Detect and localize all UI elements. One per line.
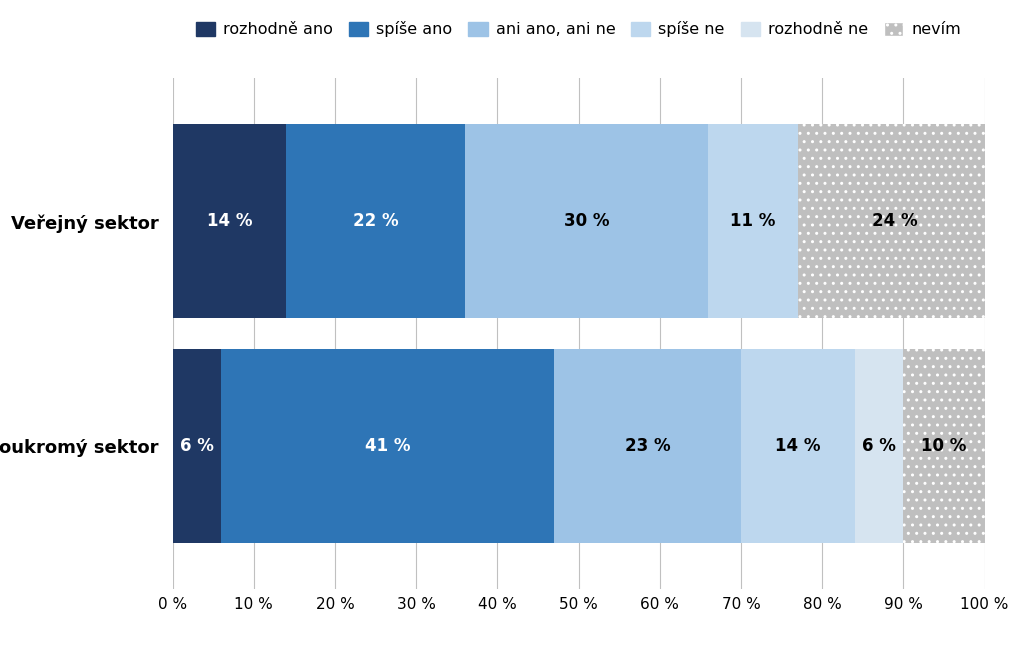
Text: 41 %: 41 % bbox=[365, 437, 410, 455]
Text: 10 %: 10 % bbox=[922, 437, 966, 455]
Bar bbox=[286, 124, 465, 318]
Bar bbox=[903, 349, 985, 543]
Text: 6 %: 6 % bbox=[862, 437, 896, 455]
Text: 24 %: 24 % bbox=[873, 213, 918, 230]
Text: 22 %: 22 % bbox=[353, 213, 398, 230]
Bar bbox=[173, 349, 221, 543]
Bar bbox=[741, 349, 855, 543]
Bar bbox=[554, 349, 741, 543]
Text: 14 %: 14 % bbox=[775, 437, 820, 455]
Bar bbox=[855, 349, 903, 543]
Text: 14 %: 14 % bbox=[207, 213, 252, 230]
Text: 30 %: 30 % bbox=[564, 213, 609, 230]
Bar bbox=[465, 124, 708, 318]
Text: 6 %: 6 % bbox=[180, 437, 214, 455]
Bar bbox=[173, 124, 286, 318]
Text: 23 %: 23 % bbox=[625, 437, 670, 455]
Text: 11 %: 11 % bbox=[731, 213, 775, 230]
Bar bbox=[798, 124, 993, 318]
Bar bbox=[221, 349, 554, 543]
Legend: rozhodně ano, spíše ano, ani ano, ani ne, spíše ne, rozhodně ne, nevím: rozhodně ano, spíše ano, ani ano, ani ne… bbox=[190, 15, 967, 44]
Bar bbox=[708, 124, 798, 318]
